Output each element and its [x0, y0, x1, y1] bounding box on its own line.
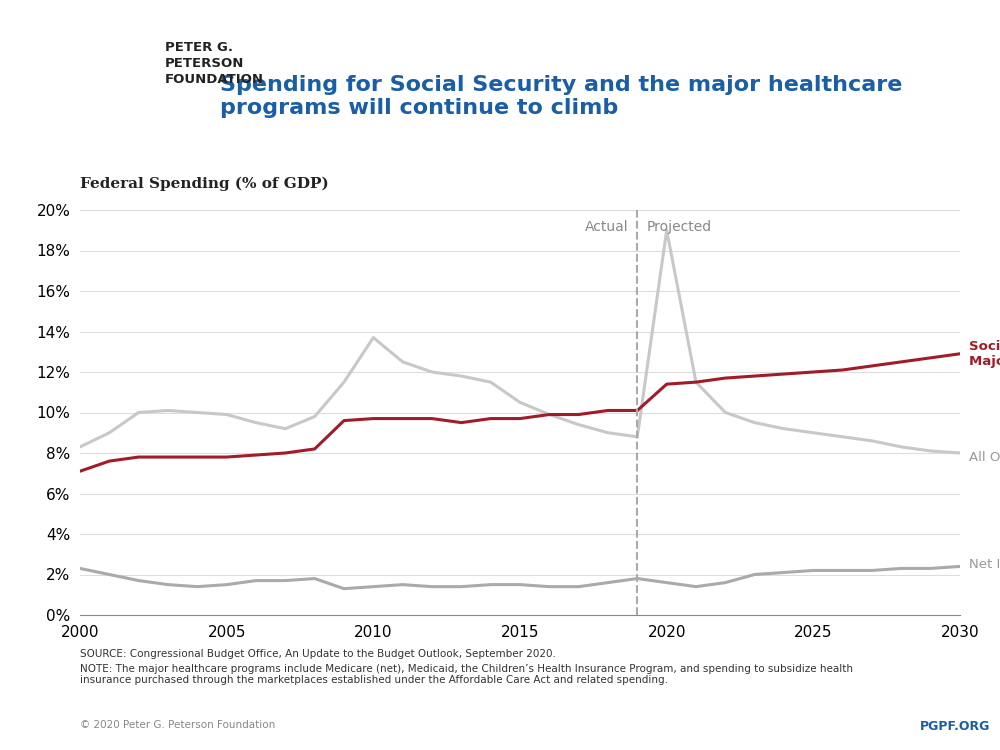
Text: All Other Non-interest Spending: All Other Non-interest Spending — [969, 451, 1000, 464]
Text: SOURCE: Congressional Budget Office, An Update to the Budget Outlook, September : SOURCE: Congressional Budget Office, An … — [80, 649, 556, 658]
Text: Actual: Actual — [585, 220, 629, 234]
Text: Social Security and
Major Healthcare Programs: Social Security and Major Healthcare Pro… — [969, 340, 1000, 368]
Text: Projected: Projected — [646, 220, 711, 234]
Text: Spending for Social Security and the major healthcare
programs will continue to : Spending for Social Security and the maj… — [220, 75, 902, 118]
Text: NOTE: The major healthcare programs include Medicare (net), Medicaid, the Childr: NOTE: The major healthcare programs incl… — [80, 664, 853, 686]
Text: Net Interest: Net Interest — [969, 558, 1000, 571]
Text: © 2020 Peter G. Peterson Foundation: © 2020 Peter G. Peterson Foundation — [80, 720, 275, 730]
Text: Federal Spending (% of GDP): Federal Spending (% of GDP) — [80, 177, 329, 191]
Polygon shape — [80, 92, 120, 99]
Text: PGPF.ORG: PGPF.ORG — [920, 720, 990, 733]
Text: PETER G.
PETERSON
FOUNDATION: PETER G. PETERSON FOUNDATION — [165, 41, 264, 86]
Bar — [93, 58, 107, 92]
Polygon shape — [85, 24, 115, 63]
